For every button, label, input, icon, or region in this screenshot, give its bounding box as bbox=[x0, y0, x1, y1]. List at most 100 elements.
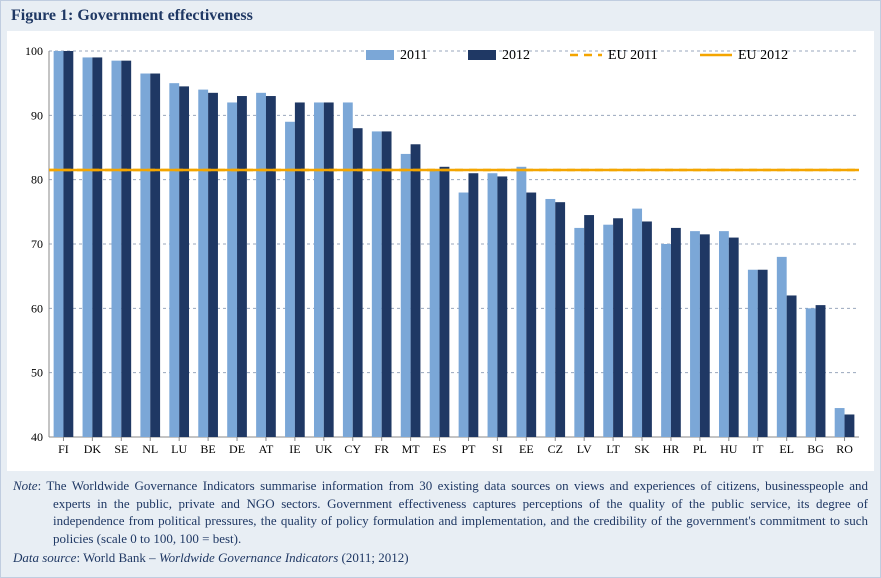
legend-swatch bbox=[468, 50, 496, 60]
svg-text:BG: BG bbox=[807, 442, 824, 456]
bar bbox=[661, 244, 671, 437]
bar bbox=[198, 90, 208, 437]
bar bbox=[92, 57, 102, 437]
svg-text:60: 60 bbox=[31, 301, 43, 315]
bar bbox=[208, 93, 218, 437]
svg-text:EL: EL bbox=[779, 442, 794, 456]
bar bbox=[835, 408, 845, 437]
svg-text:BE: BE bbox=[200, 442, 215, 456]
bar bbox=[227, 102, 237, 437]
bar bbox=[777, 257, 787, 437]
svg-text:SE: SE bbox=[114, 442, 128, 456]
bar bbox=[169, 83, 179, 437]
source-line: Data source: World Bank – Worldwide Gove… bbox=[13, 549, 868, 567]
legend-label: EU 2012 bbox=[738, 48, 788, 63]
svg-text:70: 70 bbox=[31, 237, 43, 251]
bar bbox=[516, 167, 526, 437]
bar bbox=[468, 173, 478, 437]
bar bbox=[671, 228, 681, 437]
svg-text:NL: NL bbox=[142, 442, 158, 456]
figure-container: Figure 1: Government effectiveness 40 50 6… bbox=[0, 0, 881, 578]
svg-text:EE: EE bbox=[519, 442, 534, 456]
svg-text:SK: SK bbox=[634, 442, 650, 456]
svg-text:LV: LV bbox=[577, 442, 592, 456]
svg-text:DK: DK bbox=[84, 442, 102, 456]
note-line: Note: The Worldwide Governance Indicator… bbox=[13, 477, 868, 547]
bar bbox=[150, 74, 160, 437]
bar bbox=[690, 231, 700, 437]
bar bbox=[324, 102, 334, 437]
bar bbox=[632, 209, 642, 437]
bar bbox=[497, 176, 507, 437]
svg-text:SI: SI bbox=[492, 442, 503, 456]
svg-text:40: 40 bbox=[31, 430, 43, 444]
bar bbox=[758, 270, 768, 437]
legend-swatch bbox=[366, 50, 394, 60]
source-ital: Worldwide Governance Indicators bbox=[159, 550, 338, 565]
svg-text:ES: ES bbox=[433, 442, 447, 456]
svg-text:50: 50 bbox=[31, 366, 43, 380]
bar bbox=[343, 102, 353, 437]
bar bbox=[295, 102, 305, 437]
svg-text:UK: UK bbox=[315, 442, 333, 456]
svg-text:PL: PL bbox=[693, 442, 707, 456]
bar bbox=[613, 218, 623, 437]
svg-text:DE: DE bbox=[229, 442, 245, 456]
bar bbox=[806, 308, 816, 437]
bar bbox=[526, 193, 536, 437]
source-post: (2011; 2012) bbox=[338, 550, 408, 565]
note-label: Note bbox=[13, 478, 38, 493]
svg-text:RO: RO bbox=[836, 442, 853, 456]
note-text: : The Worldwide Governance Indicators su… bbox=[38, 478, 868, 546]
bar bbox=[140, 74, 150, 437]
bar bbox=[179, 86, 189, 437]
svg-text:LT: LT bbox=[606, 442, 620, 456]
bar bbox=[54, 51, 64, 437]
bar bbox=[459, 193, 469, 437]
svg-text:IE: IE bbox=[289, 442, 300, 456]
chart-area: 405060708090100FIDKSENLLUBEDEATIEUKCYFRM… bbox=[7, 31, 874, 471]
bar bbox=[816, 305, 826, 437]
bar bbox=[111, 61, 121, 437]
svg-text:CY: CY bbox=[344, 442, 361, 456]
bar bbox=[121, 61, 131, 437]
svg-text:MT: MT bbox=[402, 442, 421, 456]
svg-text:AT: AT bbox=[259, 442, 274, 456]
bar bbox=[256, 93, 266, 437]
bar bbox=[603, 225, 613, 437]
legend-label: 2011 bbox=[400, 48, 427, 63]
svg-text:90: 90 bbox=[31, 108, 43, 122]
legend-label: EU 2011 bbox=[608, 48, 658, 63]
bar bbox=[729, 238, 739, 437]
svg-text:LU: LU bbox=[171, 442, 187, 456]
bar bbox=[372, 131, 382, 437]
svg-text:HR: HR bbox=[663, 442, 680, 456]
bar bbox=[787, 295, 797, 437]
bar bbox=[411, 144, 421, 437]
bar bbox=[584, 215, 594, 437]
bar bbox=[845, 414, 855, 437]
svg-text:FR: FR bbox=[374, 442, 389, 456]
bar bbox=[237, 96, 247, 437]
bar bbox=[266, 96, 276, 437]
bar bbox=[63, 51, 73, 437]
bar bbox=[574, 228, 584, 437]
bar bbox=[719, 231, 729, 437]
bar bbox=[440, 167, 450, 437]
bar bbox=[353, 128, 363, 437]
source-pre: : World Bank – bbox=[76, 550, 159, 565]
svg-text:80: 80 bbox=[31, 173, 43, 187]
bar bbox=[401, 154, 411, 437]
source-label: Data source bbox=[13, 550, 76, 565]
bar bbox=[382, 131, 392, 437]
svg-text:PT: PT bbox=[461, 442, 476, 456]
figure-title: Figure 1: Government effectiveness bbox=[1, 1, 880, 29]
svg-text:CZ: CZ bbox=[548, 442, 563, 456]
svg-text:HU: HU bbox=[720, 442, 738, 456]
bar bbox=[83, 57, 93, 437]
svg-text:IT: IT bbox=[752, 442, 764, 456]
svg-text:100: 100 bbox=[25, 44, 43, 58]
bar bbox=[545, 199, 555, 437]
bar bbox=[748, 270, 758, 437]
bar bbox=[642, 221, 652, 437]
